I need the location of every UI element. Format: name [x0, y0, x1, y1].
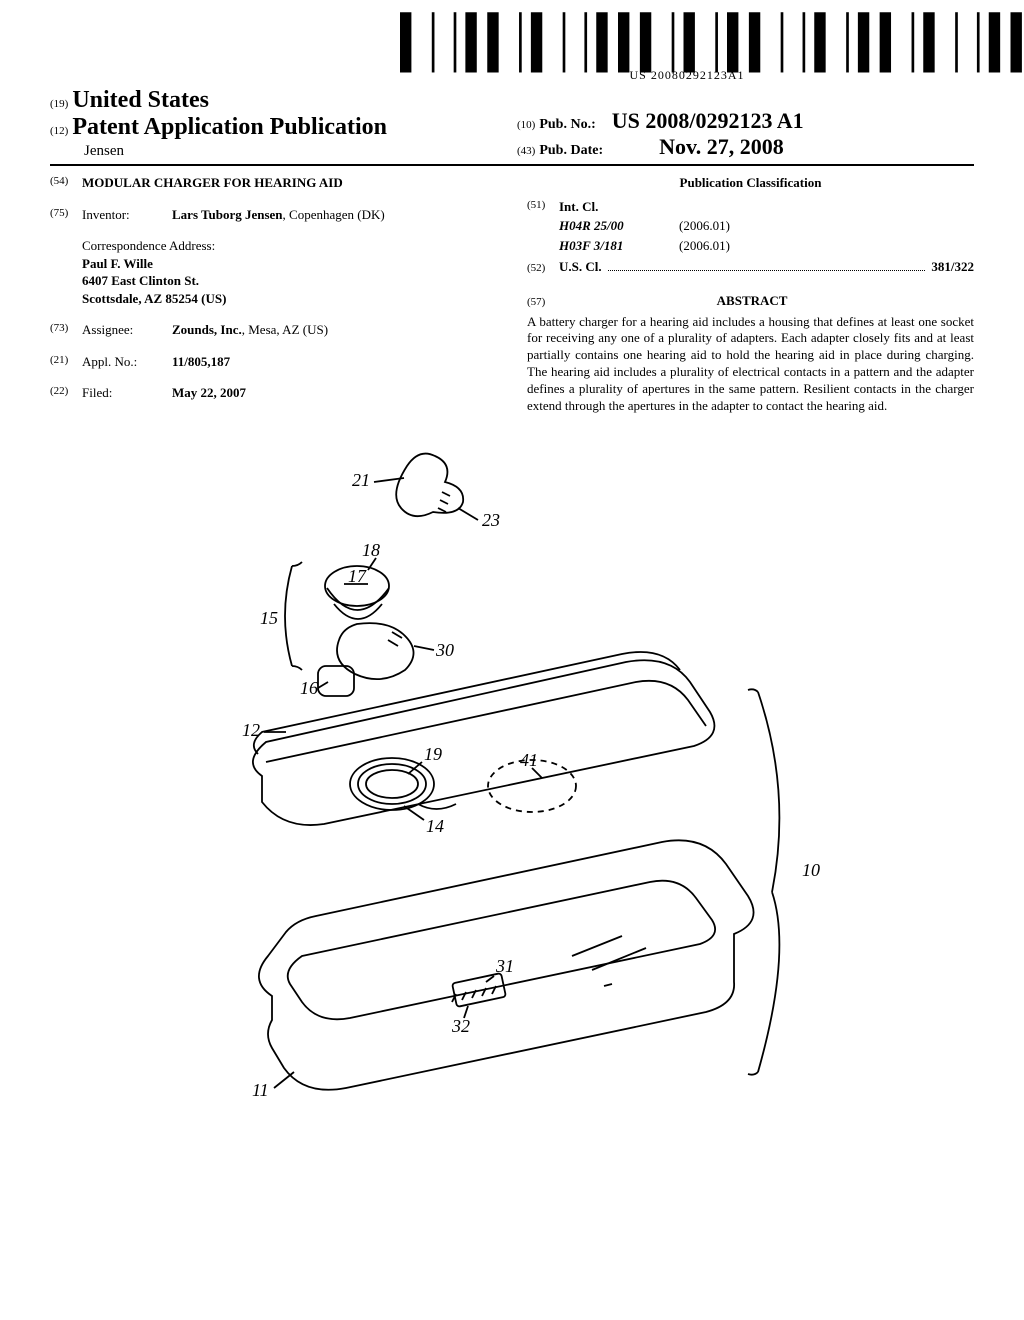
- publication-number: US 2008/0292123 A1: [612, 108, 804, 133]
- ref-15: 15: [260, 608, 278, 628]
- header-row: (19) United States (12) Patent Applicati…: [50, 87, 974, 166]
- publication-date: Nov. 27, 2008: [659, 134, 784, 159]
- assignee-name: Zounds, Inc.: [172, 322, 242, 337]
- code-19: (19): [50, 98, 68, 110]
- left-column: (54) MODULAR CHARGER FOR HEARING AID (75…: [50, 174, 497, 416]
- dotted-leader: [608, 270, 926, 271]
- header-right: (10) Pub. No.: US 2008/0292123 A1 (43) P…: [507, 108, 974, 160]
- code-21: (21): [50, 353, 82, 371]
- ref-16: 16: [300, 678, 318, 698]
- appl-number: 11/805,187: [172, 353, 497, 371]
- code-10: (10): [517, 119, 535, 131]
- intcl1-year: (2006.01): [679, 217, 730, 235]
- intcl1-code: H04R 25/00: [559, 217, 679, 235]
- correspondence-block: Correspondence Address: Paul F. Wille 64…: [82, 237, 497, 307]
- code-75: (75): [50, 206, 82, 224]
- ref-32: 32: [451, 1016, 470, 1036]
- intcl2-year: (2006.01): [679, 237, 730, 255]
- filed-date: May 22, 2007: [172, 384, 497, 402]
- filed-label: Filed:: [82, 384, 172, 402]
- appl-label: Appl. No.:: [82, 353, 172, 371]
- classification-header: Publication Classification: [527, 174, 974, 192]
- barcode-graphic: ▌││▌▌│▌││▌▌▌│▌│▌▌││▌│▌▌│▌││▌▌│▌▌│▌│▌▌││▌…: [400, 24, 1024, 63]
- code-43: (43): [517, 145, 535, 157]
- ref-18: 18: [362, 540, 380, 560]
- right-column: Publication Classification (51) Int. Cl.…: [527, 174, 974, 416]
- country: United States: [72, 87, 209, 113]
- invention-title: MODULAR CHARGER FOR HEARING AID: [82, 174, 343, 192]
- assignee-loc: , Mesa, AZ (US): [242, 322, 328, 337]
- inventor-loc: , Copenhagen (DK): [283, 207, 385, 222]
- code-54: (54): [50, 174, 82, 192]
- code-22: (22): [50, 384, 82, 402]
- ref-30: 30: [435, 640, 454, 660]
- author-name: Jensen: [50, 143, 507, 160]
- code-52: (52): [527, 261, 559, 276]
- intcl2-code: H03F 3/181: [559, 237, 679, 255]
- ref-11: 11: [252, 1080, 269, 1100]
- ref-12: 12: [242, 720, 260, 740]
- figure-svg: 21 23 17 15 18 30 16: [152, 436, 872, 1156]
- corr-label: Correspondence Address:: [82, 237, 497, 255]
- ref-19: 19: [424, 744, 442, 764]
- abstract-text: A battery charger for a hearing aid incl…: [527, 314, 974, 415]
- inventor-name: Lars Tuborg Jensen: [172, 207, 283, 222]
- assignee-label: Assignee:: [82, 321, 172, 339]
- code-51: (51): [527, 198, 559, 216]
- barcode-block: ▌││▌▌│▌││▌▌▌│▌│▌▌││▌│▌▌│▌││▌▌│▌▌│▌│▌▌││▌…: [400, 30, 974, 83]
- publication-type: Patent Application Publication: [72, 114, 387, 140]
- pubno-label: Pub. No.:: [539, 117, 595, 132]
- uscl-label: U.S. Cl.: [559, 258, 602, 276]
- ref-23: 23: [482, 510, 500, 530]
- intcl-label: Int. Cl.: [559, 198, 598, 216]
- ref-10: 10: [802, 860, 820, 880]
- ref-41: 41: [520, 750, 538, 770]
- inventor-label: Inventor:: [82, 206, 172, 224]
- ref-31: 31: [495, 956, 514, 976]
- uscl-value: 381/322: [931, 258, 974, 276]
- code-12: (12): [50, 125, 68, 137]
- header-left: (19) United States (12) Patent Applicati…: [50, 87, 507, 160]
- ref-21: 21: [352, 470, 370, 490]
- abstract-label: ABSTRACT: [549, 292, 956, 310]
- ref-17: 17: [348, 566, 367, 586]
- pubdate-label: Pub. Date:: [539, 143, 603, 158]
- inventor-value: Lars Tuborg Jensen, Copenhagen (DK): [172, 206, 497, 224]
- corr-name: Paul F. Wille: [82, 255, 497, 273]
- patent-figure: 21 23 17 15 18 30 16: [50, 436, 974, 1161]
- corr-city: Scottsdale, AZ 85254 (US): [82, 290, 497, 308]
- code-73: (73): [50, 321, 82, 339]
- ref-14: 14: [426, 816, 444, 836]
- code-57: (57): [527, 296, 545, 308]
- biblio-columns: (54) MODULAR CHARGER FOR HEARING AID (75…: [50, 174, 974, 416]
- assignee-value: Zounds, Inc., Mesa, AZ (US): [172, 321, 497, 339]
- corr-street: 6407 East Clinton St.: [82, 272, 497, 290]
